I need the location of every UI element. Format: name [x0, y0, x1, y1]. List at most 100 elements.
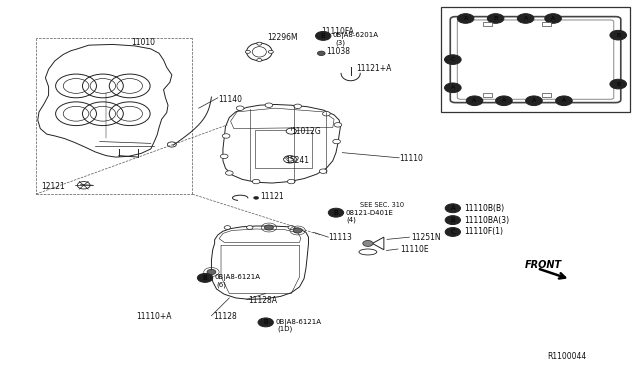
Circle shape: [445, 83, 461, 93]
Text: A: A: [472, 98, 477, 103]
Text: A: A: [451, 205, 455, 211]
Text: A: A: [551, 16, 556, 21]
Circle shape: [317, 51, 325, 55]
Circle shape: [323, 112, 330, 116]
Bar: [483, 22, 492, 26]
Text: 11010: 11010: [132, 38, 156, 47]
Text: B: B: [333, 210, 339, 216]
Circle shape: [207, 269, 216, 275]
Text: B: B: [263, 320, 268, 326]
Circle shape: [236, 106, 244, 110]
Circle shape: [268, 50, 273, 53]
Text: A: A: [502, 98, 506, 103]
Circle shape: [197, 273, 212, 282]
Circle shape: [363, 240, 373, 246]
Circle shape: [293, 228, 302, 233]
Text: B: B: [493, 16, 498, 21]
Text: 11128A: 11128A: [248, 296, 278, 305]
Circle shape: [266, 226, 272, 230]
Text: 11110+A: 11110+A: [136, 312, 172, 321]
Circle shape: [495, 96, 512, 106]
Text: SEE SEC. 310: SEE SEC. 310: [360, 202, 404, 208]
Text: 0B|A8-6121A: 0B|A8-6121A: [214, 275, 260, 281]
Text: A: A: [463, 16, 468, 21]
Circle shape: [610, 31, 627, 40]
Circle shape: [265, 103, 273, 108]
Circle shape: [288, 226, 294, 230]
Circle shape: [445, 216, 461, 225]
Circle shape: [556, 96, 572, 106]
Text: A: A: [451, 85, 455, 90]
Text: B: B: [451, 217, 455, 223]
Text: 11038: 11038: [326, 47, 350, 56]
Text: 11113: 11113: [328, 233, 352, 243]
Circle shape: [458, 14, 474, 23]
Text: C: C: [451, 57, 455, 62]
Circle shape: [517, 14, 534, 23]
Text: (1D): (1D): [278, 326, 293, 332]
Circle shape: [445, 55, 461, 64]
Circle shape: [610, 79, 627, 89]
Circle shape: [258, 318, 273, 327]
Circle shape: [257, 42, 262, 45]
Circle shape: [287, 179, 295, 184]
Circle shape: [487, 14, 504, 23]
Circle shape: [319, 169, 327, 173]
Circle shape: [224, 226, 230, 230]
Circle shape: [545, 14, 561, 23]
Circle shape: [225, 171, 233, 175]
Text: 11110F(1): 11110F(1): [465, 227, 503, 237]
Bar: [483, 93, 492, 97]
Circle shape: [316, 32, 331, 40]
Circle shape: [328, 208, 344, 217]
Text: B: B: [203, 275, 207, 281]
Text: 11110FA: 11110FA: [321, 26, 354, 36]
Text: 11121: 11121: [260, 192, 284, 201]
Text: (3): (3): [335, 39, 346, 46]
Text: B: B: [616, 81, 620, 87]
Text: 11110E: 11110E: [400, 245, 428, 254]
Text: 12296M: 12296M: [268, 33, 298, 42]
Circle shape: [445, 204, 461, 213]
Circle shape: [220, 154, 228, 158]
Text: 0B|A8-6201A: 0B|A8-6201A: [333, 32, 379, 39]
Bar: [442, 7, 630, 112]
Circle shape: [334, 123, 342, 127]
Text: 11128: 11128: [213, 312, 237, 321]
Circle shape: [284, 155, 296, 163]
Circle shape: [286, 128, 296, 134]
Text: 0B|A8-6121A: 0B|A8-6121A: [275, 319, 321, 326]
Text: A: A: [532, 98, 536, 103]
Circle shape: [257, 58, 262, 61]
Bar: [542, 22, 551, 26]
Text: A: A: [524, 16, 528, 21]
Circle shape: [168, 142, 176, 147]
Circle shape: [525, 96, 542, 106]
Text: FRONT: FRONT: [524, 260, 561, 270]
Circle shape: [333, 139, 340, 144]
Text: 11110BA(3): 11110BA(3): [465, 216, 509, 225]
Circle shape: [245, 50, 250, 53]
Text: (6): (6): [216, 281, 227, 288]
Text: B: B: [321, 33, 326, 39]
Circle shape: [77, 182, 90, 189]
Text: A: A: [562, 98, 566, 103]
Text: 11110: 11110: [399, 154, 423, 163]
Text: 11121+A: 11121+A: [356, 64, 392, 73]
Circle shape: [264, 225, 273, 230]
Circle shape: [445, 228, 461, 236]
Text: (4): (4): [347, 216, 356, 222]
Text: C: C: [451, 229, 455, 235]
Text: 11012G: 11012G: [291, 127, 321, 136]
Text: 11140: 11140: [218, 95, 242, 104]
Text: B: B: [616, 33, 620, 38]
Text: 11251N: 11251N: [412, 233, 441, 243]
Text: 15241: 15241: [285, 156, 309, 165]
Text: R1100044: R1100044: [547, 352, 587, 361]
Circle shape: [246, 226, 253, 230]
Text: 12121: 12121: [41, 182, 65, 190]
Circle shape: [467, 96, 483, 106]
Circle shape: [252, 179, 260, 184]
Circle shape: [253, 196, 259, 199]
Circle shape: [222, 134, 230, 138]
